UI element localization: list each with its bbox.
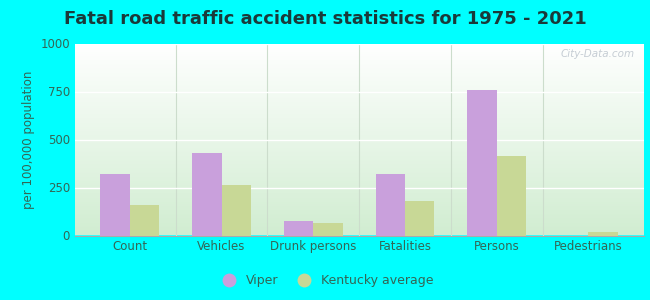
Bar bbox=[130, 205, 159, 236]
Bar bbox=[588, 232, 618, 236]
Text: Fatal road traffic accident statistics for 1975 - 2021: Fatal road traffic accident statistics f… bbox=[64, 11, 586, 28]
Bar bbox=[405, 201, 434, 236]
Bar bbox=[101, 174, 130, 236]
Bar bbox=[284, 221, 313, 236]
Bar bbox=[467, 90, 497, 236]
Bar bbox=[497, 156, 526, 236]
Bar bbox=[376, 174, 405, 236]
Text: City-Data.com: City-Data.com bbox=[561, 49, 635, 59]
Y-axis label: per 100,000 population: per 100,000 population bbox=[21, 70, 34, 209]
Bar bbox=[313, 223, 343, 236]
Legend: Viper, Kentucky average: Viper, Kentucky average bbox=[211, 269, 439, 292]
Bar bbox=[192, 153, 222, 236]
Bar bbox=[222, 184, 251, 236]
